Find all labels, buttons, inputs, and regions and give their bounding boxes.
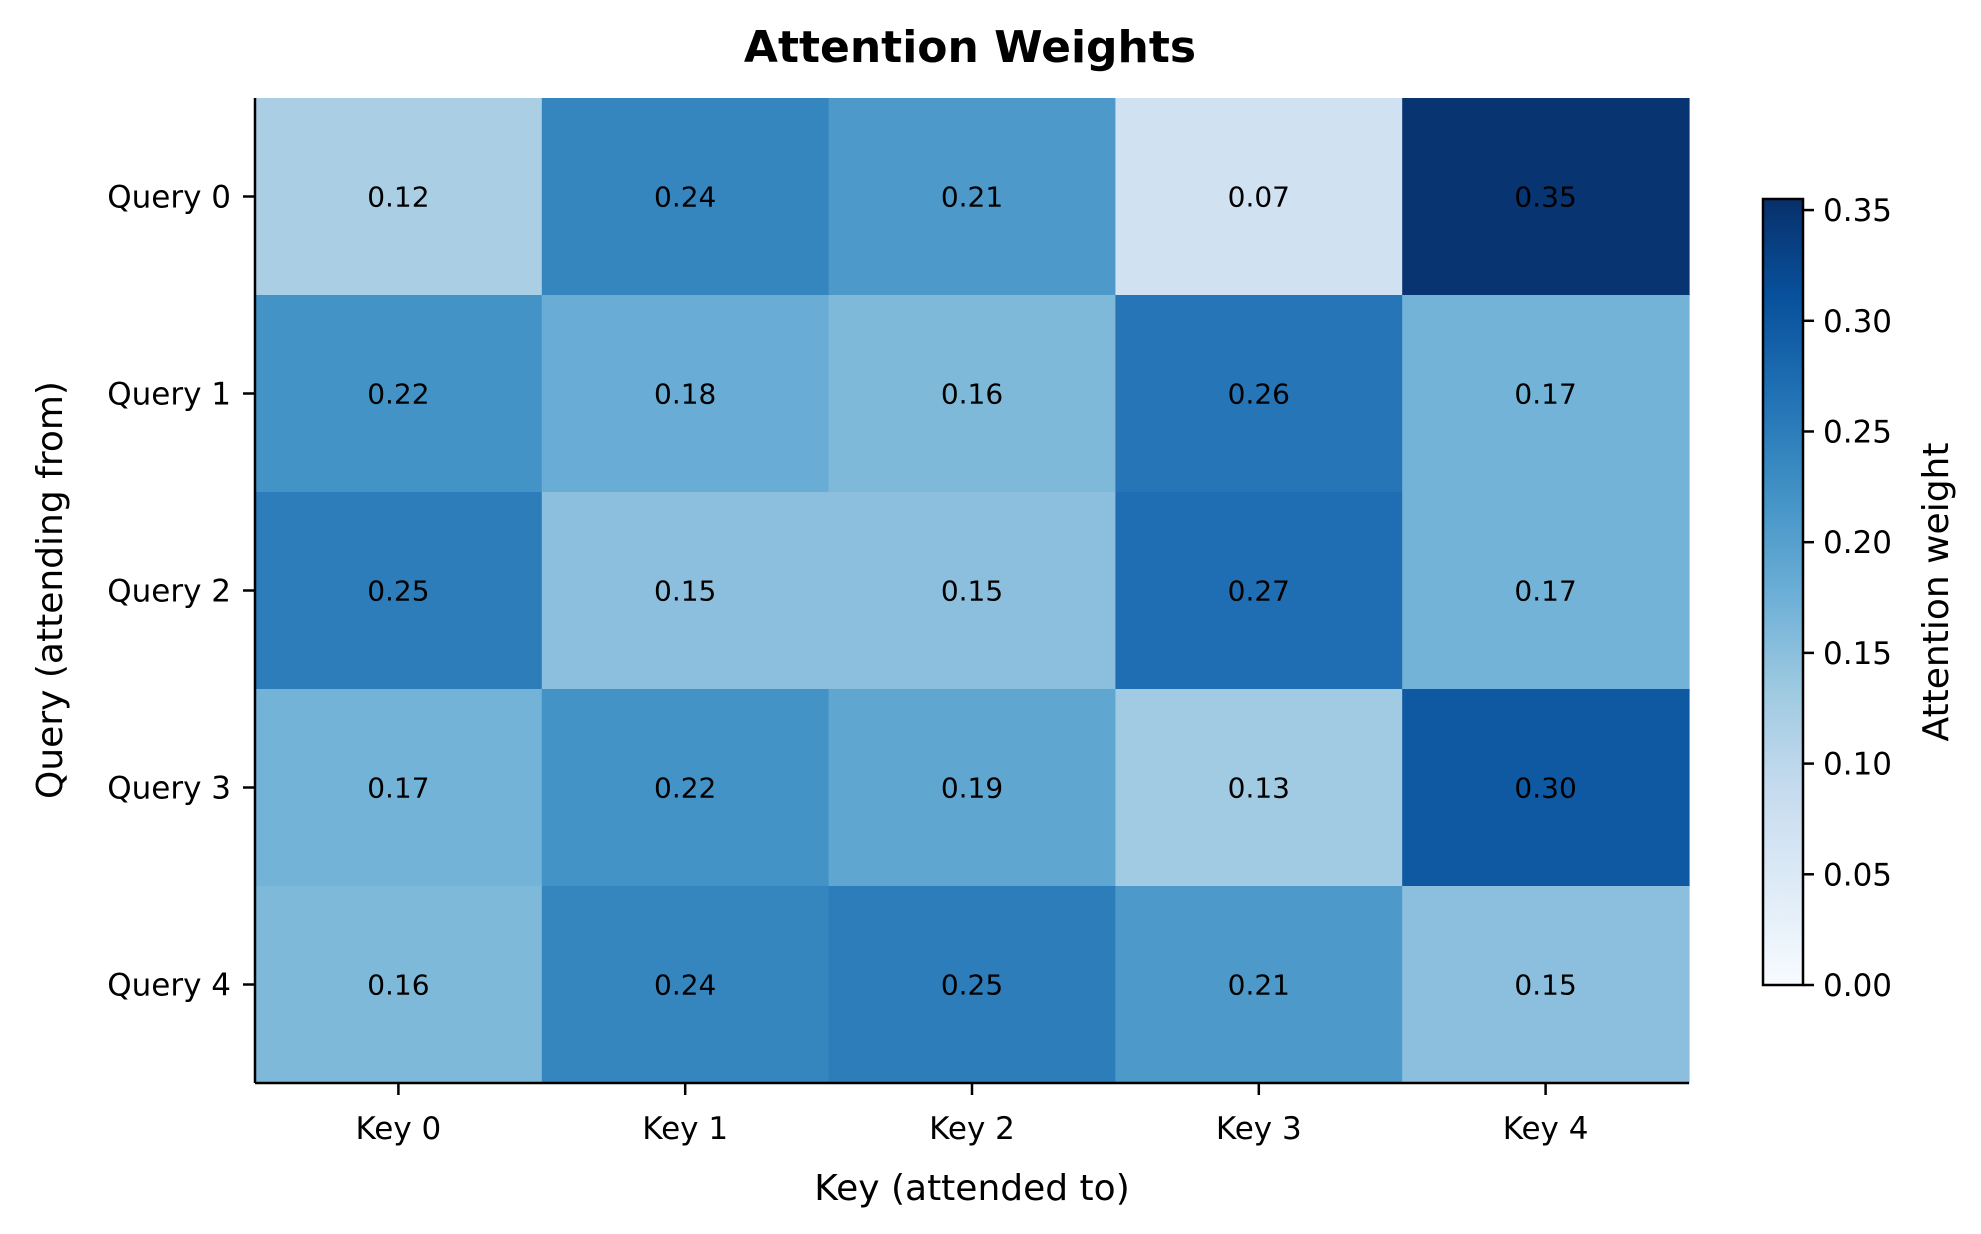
cell-value-label: 0.24 — [654, 181, 716, 214]
colorbar-tick-label: 0.20 — [1823, 525, 1892, 561]
y-tick-label: Query 2 — [107, 574, 231, 610]
x-tick-label: Key 0 — [356, 1111, 442, 1147]
heatmap-cell — [1115, 689, 1403, 887]
heatmap-cell — [828, 98, 1116, 296]
cell-value-label: 0.27 — [1228, 575, 1290, 608]
heatmap-cell — [255, 886, 543, 1084]
heatmap-cell — [1115, 295, 1403, 493]
cell-value-label: 0.21 — [1228, 969, 1290, 1002]
heatmap-cell — [1402, 689, 1690, 887]
heatmap-cell — [828, 689, 1116, 887]
colorbar-tick-label: 0.15 — [1823, 636, 1892, 672]
colorbar-tick-label: 0.10 — [1823, 747, 1892, 783]
cell-value-label: 0.19 — [941, 772, 1003, 805]
colorbar-label: Attention weight — [1916, 443, 1957, 742]
heatmap-cell — [1402, 492, 1690, 690]
cell-value-label: 0.17 — [367, 772, 429, 805]
cell-value-label: 0.26 — [1228, 378, 1290, 411]
heatmap-cell — [1402, 295, 1690, 493]
heatmap-cell — [541, 295, 830, 493]
heatmap-cell — [541, 886, 830, 1084]
cell-value-label: 0.25 — [941, 969, 1003, 1002]
heatmap-cell — [1115, 98, 1403, 296]
cell-value-label: 0.30 — [1514, 772, 1576, 805]
heatmap-cell — [255, 689, 543, 887]
colorbar: 0.00 0.05 0.10 0.15 0.20 0.25 0.30 0.35 Attenti… — [1761, 193, 1957, 1004]
y-axis-label: Query (attending from) — [30, 381, 71, 799]
colorbar-tick-label: 0.25 — [1823, 414, 1892, 450]
cell-value-label: 0.21 — [941, 181, 1003, 214]
cell-value-label: 0.12 — [367, 181, 429, 214]
heatmap-cell — [1115, 886, 1403, 1084]
heatmap-cell — [828, 492, 1116, 690]
heatmap-cell — [828, 295, 1116, 493]
cell-value-label: 0.17 — [1514, 378, 1576, 411]
colorbar-tick-label: 0.00 — [1823, 968, 1892, 1004]
x-tick-label: Key 1 — [642, 1111, 728, 1147]
cell-value-label: 0.25 — [367, 575, 429, 608]
heatmap-cell — [541, 689, 830, 887]
cell-value-label: 0.18 — [654, 378, 716, 411]
cell-value-label: 0.24 — [654, 969, 716, 1002]
cell-value-label: 0.13 — [1228, 772, 1290, 805]
heatmap-cell — [1115, 492, 1403, 690]
heatmap-cell — [255, 98, 543, 296]
cell-value-label: 0.35 — [1514, 181, 1576, 214]
colorbar-tick-label: 0.30 — [1823, 304, 1892, 340]
cell-value-label: 0.15 — [941, 575, 1003, 608]
heatmap-cell — [541, 492, 830, 690]
heatmap-cell — [1402, 886, 1690, 1084]
cell-value-label: 0.15 — [1514, 969, 1576, 1002]
heatmap-cell — [255, 295, 543, 493]
cell-value-label: 0.16 — [941, 378, 1003, 411]
heatmap-cell-labels: 0.12 0.24 0.21 0.07 0.35 0.22 0.18 0.16 0.26 0.17… — [367, 181, 1577, 1002]
y-tick-label: Query 4 — [107, 968, 231, 1004]
heatmap-cells — [255, 98, 1690, 1084]
cell-value-label: 0.17 — [1514, 575, 1576, 608]
cell-value-label: 0.07 — [1228, 181, 1290, 214]
colorbar-gradient — [1761, 197, 1805, 987]
heatmap-cell — [541, 98, 830, 296]
cell-value-label: 0.22 — [654, 772, 716, 805]
x-tick-label: Key 4 — [1503, 1111, 1589, 1147]
y-ticks: Query 0 Query 1 Query 2 Query 3 Query 4 — [107, 180, 255, 1004]
x-axis-label: Key (attended to) — [814, 1168, 1130, 1209]
y-tick-label: Query 3 — [107, 771, 231, 807]
chart-title: Attention Weights — [744, 22, 1196, 73]
y-tick-label: Query 1 — [107, 377, 231, 413]
colorbar-ticks: 0.00 0.05 0.10 0.15 0.20 0.25 0.30 0.35 — [1803, 193, 1892, 1004]
heatmap-cell — [255, 492, 543, 690]
y-tick-label: Query 0 — [107, 180, 231, 216]
x-tick-label: Key 2 — [929, 1111, 1015, 1147]
cell-value-label: 0.22 — [367, 378, 429, 411]
colorbar-tick-label: 0.35 — [1823, 193, 1892, 229]
cell-value-label: 0.15 — [654, 575, 716, 608]
colorbar-tick-label: 0.05 — [1823, 857, 1892, 893]
heatmap-cell — [828, 886, 1116, 1084]
x-ticks: Key 0 Key 1 Key 2 Key 3 Key 4 — [356, 1083, 1589, 1147]
cell-value-label: 0.16 — [367, 969, 429, 1002]
heatmap-cell — [1402, 98, 1690, 296]
x-tick-label: Key 3 — [1216, 1111, 1302, 1147]
